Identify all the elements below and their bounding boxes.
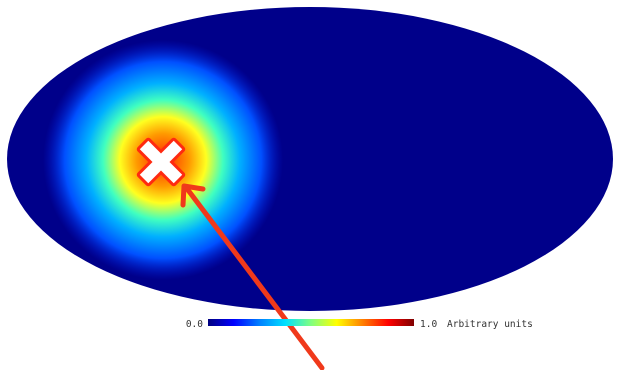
- colorbar-max-label: 1.0: [420, 319, 437, 330]
- colorbar-min-label: 0.0: [186, 319, 203, 330]
- colorbar: 0.0 1.0 Arbitrary units: [186, 319, 533, 330]
- colorbar-gradient: [208, 319, 414, 326]
- sky-map: [7, 7, 613, 311]
- colorbar-unit-label: Arbitrary units: [447, 319, 533, 330]
- cross-marker-icon: [136, 137, 186, 187]
- arrow-icon: [180, 183, 325, 370]
